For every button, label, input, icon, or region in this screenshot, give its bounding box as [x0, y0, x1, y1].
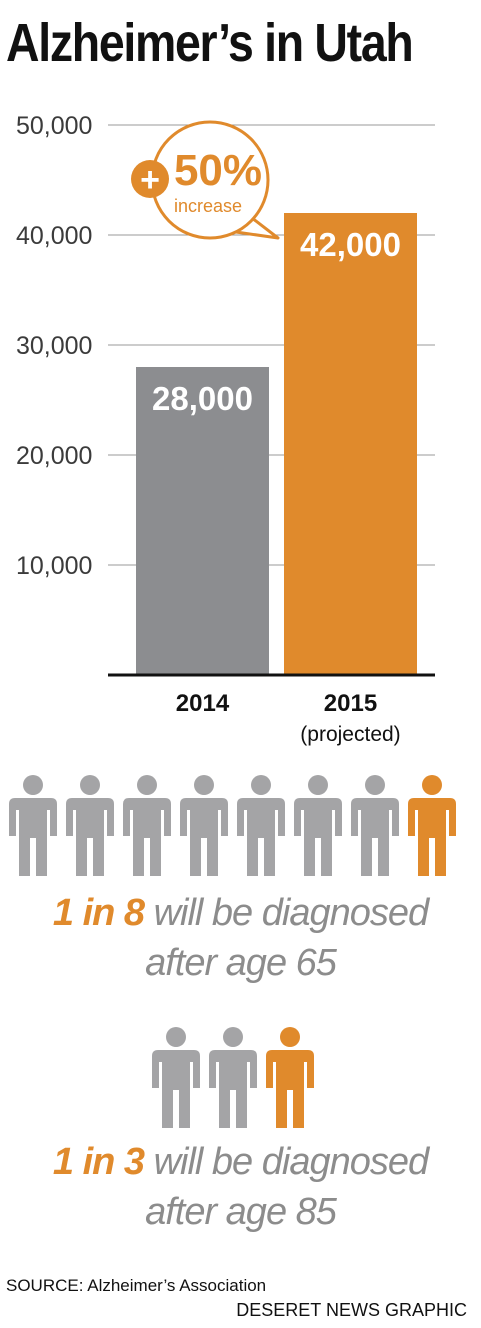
bar-value-label: 28,000 — [152, 380, 253, 417]
bar-2014 — [136, 367, 269, 675]
stat-1-in-3: 1 in 3 will be diagnosed after age 85 — [0, 1137, 481, 1237]
person-icon — [123, 775, 171, 876]
y-tick-label: 20,000 — [16, 442, 92, 470]
x-category-label: 2015 — [324, 690, 377, 717]
person-icon — [209, 1027, 257, 1128]
people-row-1-in-8 — [9, 774, 465, 878]
y-tick-label: 50,000 — [16, 112, 92, 140]
person-icon — [408, 775, 456, 876]
person-icon — [237, 775, 285, 876]
x-category-sublabel: (projected) — [300, 723, 400, 746]
bar-2015 — [284, 213, 417, 675]
person-icon — [266, 1027, 314, 1128]
y-tick-label: 30,000 — [16, 332, 92, 360]
callout-text: increase — [174, 196, 242, 216]
source-note: SOURCE: Alzheimer’s Association — [6, 1276, 267, 1295]
person-icon — [9, 775, 57, 876]
person-icon — [152, 1027, 200, 1128]
stat-rest: will be diagnosed — [144, 892, 430, 934]
person-icon — [180, 775, 228, 876]
stat-rest: will be diagnosed — [144, 1141, 430, 1183]
stat-lead: 1 in 8 — [52, 892, 145, 934]
plus-icon — [131, 160, 169, 198]
callout-value: 50% — [174, 146, 262, 195]
person-icon — [351, 775, 399, 876]
person-icon — [294, 775, 342, 876]
plus-symbol: + — [140, 161, 160, 199]
stat-line2: after age 65 — [145, 942, 337, 984]
person-icon — [66, 775, 114, 876]
credit-line: DESERET NEWS GRAPHIC — [236, 1300, 467, 1320]
bar-value-label: 42,000 — [300, 226, 401, 263]
bar-chart: 10,000 20,000 30,000 40,000 50,000 28,000 2014… — [16, 112, 435, 746]
y-tick-label: 40,000 — [16, 222, 92, 250]
people-row-1-in-3 — [152, 1026, 323, 1130]
stat-1-in-8: 1 in 8 will be diagnosed after age 65 — [0, 888, 481, 988]
stat-lead: 1 in 3 — [52, 1141, 145, 1183]
y-tick-label: 10,000 — [16, 552, 92, 580]
stat-line2: after age 85 — [145, 1191, 337, 1233]
page-title: Alzheimer’s in Utah — [6, 13, 414, 73]
x-category-label: 2014 — [176, 690, 230, 717]
